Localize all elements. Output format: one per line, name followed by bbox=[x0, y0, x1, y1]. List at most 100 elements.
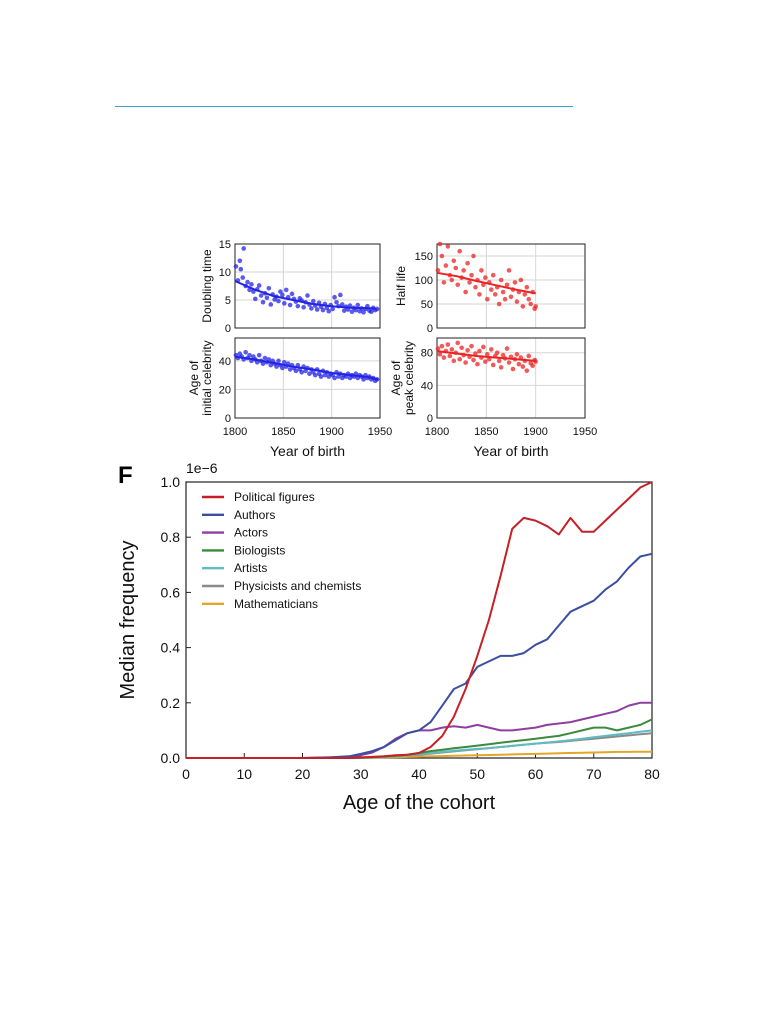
data-point bbox=[307, 371, 312, 377]
data-point bbox=[483, 359, 488, 364]
data-point bbox=[268, 362, 274, 368]
y-tick-label: 40 bbox=[219, 356, 231, 368]
y-tick-label: 1.0 bbox=[161, 474, 181, 490]
data-point bbox=[332, 294, 337, 300]
y-tick-label: 150 bbox=[415, 251, 433, 263]
plot-frame bbox=[234, 337, 381, 419]
data-point bbox=[330, 306, 335, 312]
x-tick-label: 1950 bbox=[368, 426, 392, 438]
data-point bbox=[439, 343, 445, 349]
data-point bbox=[349, 309, 355, 315]
data-point bbox=[305, 293, 310, 298]
data-point bbox=[287, 367, 293, 372]
data-point bbox=[524, 368, 530, 373]
data-point bbox=[274, 364, 279, 369]
data-point bbox=[447, 353, 453, 359]
plot-frame bbox=[234, 243, 381, 329]
data-point bbox=[514, 352, 520, 357]
data-point bbox=[500, 289, 506, 295]
data-point bbox=[374, 306, 380, 312]
data-point bbox=[320, 307, 326, 313]
legend-label: Mathematicians bbox=[234, 597, 318, 611]
y-tick-label: 0.6 bbox=[161, 584, 181, 600]
y-tick-label: 0 bbox=[225, 323, 231, 335]
data-point bbox=[490, 272, 496, 278]
data-point bbox=[477, 292, 482, 297]
y-axis-label: Age of bbox=[389, 360, 403, 395]
data-point bbox=[451, 358, 457, 364]
data-point bbox=[463, 360, 468, 365]
data-point bbox=[518, 277, 524, 283]
data-point bbox=[469, 343, 474, 349]
data-point bbox=[341, 308, 347, 313]
data-point bbox=[437, 241, 443, 247]
x-axis-label: Year of birth bbox=[270, 443, 345, 459]
data-point bbox=[237, 258, 243, 264]
data-point bbox=[522, 292, 528, 297]
data-point bbox=[299, 369, 305, 375]
legend-label: Biologists bbox=[234, 543, 285, 557]
data-point bbox=[441, 280, 447, 285]
data-point bbox=[508, 294, 514, 300]
x-axis-label: Year of birth bbox=[474, 443, 549, 459]
axis-offset-label: 1e−6 bbox=[186, 460, 218, 476]
trend-line bbox=[234, 280, 376, 310]
y-axis-label: Median frequency bbox=[117, 541, 139, 700]
y-axis-label: Doubling time bbox=[200, 249, 214, 323]
y-axis-label: Age of bbox=[187, 360, 201, 395]
data-point bbox=[280, 365, 285, 371]
data-point bbox=[262, 355, 268, 361]
data-point bbox=[266, 285, 272, 291]
x-tick-label: 1800 bbox=[223, 426, 247, 438]
data-point bbox=[238, 266, 244, 272]
data-point bbox=[338, 292, 343, 298]
data-point bbox=[268, 302, 274, 307]
data-point bbox=[485, 296, 490, 302]
data-point bbox=[471, 253, 476, 259]
data-point bbox=[334, 299, 339, 305]
data-point bbox=[318, 374, 324, 379]
x-tick-label: 1850 bbox=[474, 426, 498, 438]
data-point bbox=[514, 299, 520, 304]
x-tick-label: 60 bbox=[528, 766, 544, 782]
x-tick-label: 50 bbox=[469, 766, 485, 782]
y-tick-label: 0.4 bbox=[161, 640, 181, 656]
plot-frame bbox=[185, 481, 653, 759]
data-point bbox=[449, 347, 455, 352]
data-point bbox=[479, 268, 484, 273]
data-point bbox=[528, 301, 534, 307]
data-point bbox=[241, 246, 246, 251]
data-point bbox=[455, 340, 461, 346]
legend-label: Authors bbox=[234, 508, 275, 522]
data-point bbox=[243, 349, 248, 355]
data-point bbox=[524, 284, 530, 290]
data-point bbox=[361, 377, 366, 382]
data-point bbox=[443, 263, 449, 268]
data-point bbox=[498, 365, 504, 370]
data-point bbox=[461, 268, 466, 273]
data-point bbox=[477, 348, 482, 354]
data-point bbox=[516, 361, 522, 367]
y-axis-label: Half life bbox=[394, 266, 408, 306]
y-tick-label: 0 bbox=[225, 413, 231, 425]
data-point bbox=[309, 306, 314, 311]
y-tick-label: 5 bbox=[225, 295, 231, 307]
data-point bbox=[282, 301, 287, 306]
data-point bbox=[435, 346, 441, 351]
data-point bbox=[502, 296, 508, 302]
data-point bbox=[494, 350, 500, 355]
header-rule bbox=[115, 106, 573, 107]
data-point bbox=[498, 277, 504, 283]
data-point bbox=[488, 287, 494, 292]
data-point bbox=[256, 283, 262, 288]
y-tick-label: 0.8 bbox=[161, 529, 181, 545]
data-point bbox=[326, 308, 332, 314]
data-point bbox=[245, 279, 250, 285]
x-tick-label: 1950 bbox=[573, 426, 597, 438]
data-point bbox=[256, 352, 262, 358]
data-point bbox=[467, 280, 472, 285]
data-point bbox=[280, 292, 285, 298]
y-tick-label: 10 bbox=[219, 267, 231, 279]
legend-label: Artists bbox=[234, 561, 267, 575]
